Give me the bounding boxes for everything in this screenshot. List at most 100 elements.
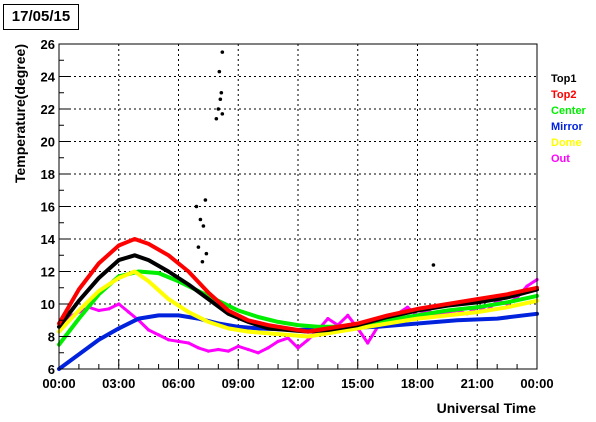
- data-point-top1: [77, 299, 81, 303]
- top1-outlier-point: [200, 259, 205, 264]
- data-point-center: [276, 320, 280, 324]
- data-point-mirror: [256, 326, 260, 330]
- legend-item-center: Center: [551, 105, 587, 117]
- data-point-center: [256, 315, 260, 319]
- data-point-out: [366, 341, 370, 345]
- data-point-top1: [266, 326, 270, 330]
- x-axis-title: Universal Time: [437, 400, 537, 416]
- legend: Top1 Top2 Center Mirror Dome Out: [551, 73, 587, 165]
- data-point-out: [326, 317, 330, 321]
- data-point-dome: [97, 289, 101, 293]
- x-tick-label: 18:00: [401, 376, 434, 391]
- data-point-center: [445, 308, 449, 313]
- data-point-dome: [306, 334, 310, 339]
- data-point-mirror: [495, 317, 499, 321]
- top1-outlier-point: [431, 263, 436, 267]
- x-tick-label: 00:00: [520, 376, 553, 391]
- data-point-out: [525, 284, 529, 288]
- y-tick-label: 6: [48, 362, 55, 377]
- data-point-center: [296, 323, 300, 327]
- y-axis-title: Temperature(degree): [12, 44, 28, 183]
- data-point-top1: [147, 258, 151, 262]
- data-point-top2: [206, 291, 210, 295]
- data-point-out: [306, 338, 310, 342]
- y-tick-label: 18: [41, 167, 55, 182]
- data-point-mirror: [415, 321, 420, 326]
- data-point-dome: [147, 279, 151, 283]
- top1-outlier-point: [204, 251, 209, 256]
- top1-outlier-point: [198, 217, 203, 222]
- y-tick-label: 24: [41, 70, 56, 85]
- x-tick-label: 06:00: [162, 376, 195, 391]
- data-point-dome: [77, 308, 81, 313]
- data-point-top2: [286, 326, 290, 330]
- y-tick-label: 10: [41, 297, 55, 312]
- series-line-dome: [57, 269, 539, 339]
- data-point-center: [316, 325, 320, 329]
- data-point-out: [216, 347, 220, 352]
- y-tick-label: 16: [41, 200, 55, 215]
- top1-outlier-point: [219, 90, 224, 95]
- data-point-top2: [186, 269, 191, 274]
- series-line-mirror: [57, 311, 539, 371]
- top1-outlier-point: [216, 107, 221, 111]
- legend-item-dome: Dome: [551, 137, 582, 149]
- x-tick-label: 03:00: [102, 376, 135, 391]
- top1-outlier-point: [217, 69, 222, 74]
- y-tick-label: 8: [48, 330, 55, 345]
- data-point-out: [236, 344, 240, 348]
- legend-item-out: Out: [551, 153, 570, 165]
- top1-outlier-point: [214, 116, 219, 121]
- data-point-mirror: [117, 326, 121, 330]
- data-point-mirror: [176, 313, 181, 317]
- data-point-dome: [266, 331, 270, 335]
- data-point-out: [117, 302, 121, 306]
- data-point-out: [226, 349, 230, 353]
- data-point-top2: [117, 243, 121, 248]
- data-point-out: [405, 305, 410, 309]
- data-point-dome: [286, 333, 290, 337]
- data-point-top2: [505, 292, 509, 296]
- data-point-out: [186, 341, 191, 345]
- data-point-center: [386, 318, 390, 322]
- x-tick-label: 12:00: [281, 376, 314, 391]
- data-point-dome: [445, 313, 449, 317]
- y-tick-label: 26: [41, 37, 55, 52]
- data-point-top2: [97, 261, 101, 265]
- data-point-center: [156, 271, 161, 275]
- data-point-out: [276, 339, 280, 343]
- data-point-mirror: [97, 338, 101, 342]
- data-point-out: [156, 333, 161, 337]
- data-point-top2: [226, 308, 230, 313]
- data-point-out: [266, 346, 270, 350]
- legend-item-top2: Top2: [551, 89, 576, 101]
- data-point-mirror: [236, 325, 240, 329]
- data-point-dome: [475, 310, 479, 314]
- data-point-dome: [186, 310, 191, 314]
- data-point-top1: [475, 300, 479, 304]
- data-point-top1: [117, 258, 121, 262]
- data-point-top2: [147, 242, 151, 246]
- y-tick-label: 22: [41, 102, 55, 117]
- legend-item-mirror: Mirror: [551, 121, 584, 133]
- top1-outlier-point: [194, 204, 199, 209]
- data-point-top2: [326, 326, 330, 330]
- x-tick-label: 21:00: [461, 376, 494, 391]
- series-layer: [57, 237, 539, 371]
- top1-outlier-point: [220, 112, 225, 116]
- y-tick-label: 14: [41, 232, 56, 247]
- y-tick-label: 12: [41, 265, 55, 280]
- data-point-out: [286, 336, 290, 340]
- data-point-out: [97, 308, 101, 313]
- top1-outlier-point: [196, 245, 201, 249]
- data-point-out: [107, 307, 111, 311]
- x-tick-label: 09:00: [222, 376, 255, 391]
- data-point-top1: [206, 297, 210, 301]
- data-point-top1: [505, 295, 509, 300]
- data-point-dome: [226, 326, 230, 330]
- data-point-top2: [386, 313, 390, 317]
- y-tick-label: 20: [41, 135, 55, 150]
- data-point-dome: [133, 269, 137, 274]
- data-point-out: [147, 328, 151, 332]
